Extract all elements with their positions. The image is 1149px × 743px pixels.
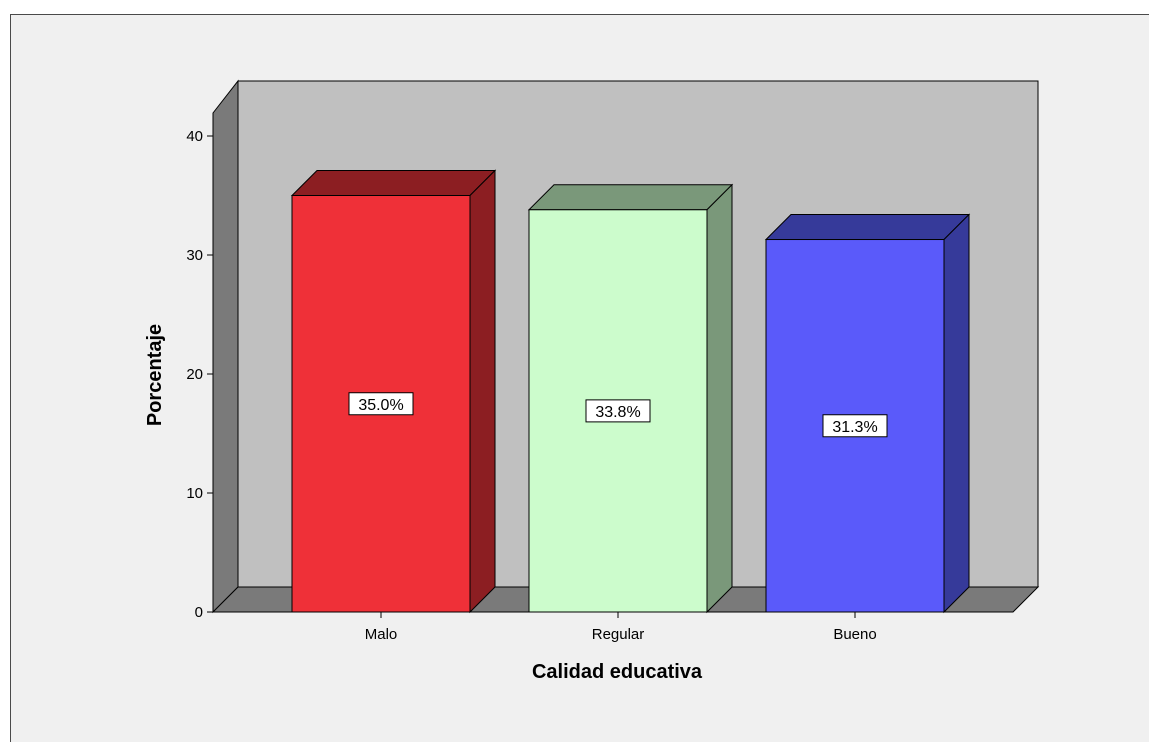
x-tick-label: Regular bbox=[592, 626, 645, 643]
x-tick-label: Bueno bbox=[833, 626, 876, 643]
bar-top bbox=[290, 170, 497, 196]
bar-group: 33.8% bbox=[527, 183, 734, 614]
bar-top bbox=[764, 214, 971, 241]
bars: 35.0% 33.8% 31.3% bbox=[290, 169, 971, 614]
x-axis: Malo Regular Bueno bbox=[213, 611, 1013, 643]
bar-group: 31.3% bbox=[764, 213, 971, 614]
y-tick-label: 10 bbox=[186, 485, 203, 502]
bar-side bbox=[469, 169, 496, 614]
bar-side bbox=[943, 213, 970, 614]
data-label-box bbox=[348, 392, 414, 416]
bar-side bbox=[706, 183, 733, 614]
data-label: 31.3% bbox=[832, 419, 877, 436]
data-label: 35.0% bbox=[358, 397, 403, 414]
x-tick-label: Malo bbox=[365, 626, 398, 643]
data-label-box bbox=[585, 399, 651, 423]
y-tick-label: 0 bbox=[195, 604, 203, 621]
x-axis-title: Calidad educativa bbox=[532, 661, 703, 683]
data-label-box bbox=[822, 414, 888, 438]
y-axis: 0 10 20 30 40 bbox=[186, 113, 214, 621]
side-wall bbox=[212, 79, 239, 614]
bar-top bbox=[527, 184, 734, 211]
bar-chart: 0 10 20 30 40 35.0% 33.8% 31.3% Malo Regular Bue… bbox=[144, 79, 1040, 683]
y-tick-label: 30 bbox=[186, 247, 203, 264]
data-label: 33.8% bbox=[595, 404, 640, 421]
y-tick-label: 20 bbox=[186, 366, 203, 383]
y-axis-title: Porcentaje bbox=[144, 324, 166, 426]
chart-frame: 0 10 20 30 40 35.0% 33.8% 31.3% Malo Regular Bue… bbox=[10, 14, 1149, 742]
bar-group: 35.0% bbox=[290, 169, 497, 614]
y-tick-label: 40 bbox=[186, 128, 203, 145]
